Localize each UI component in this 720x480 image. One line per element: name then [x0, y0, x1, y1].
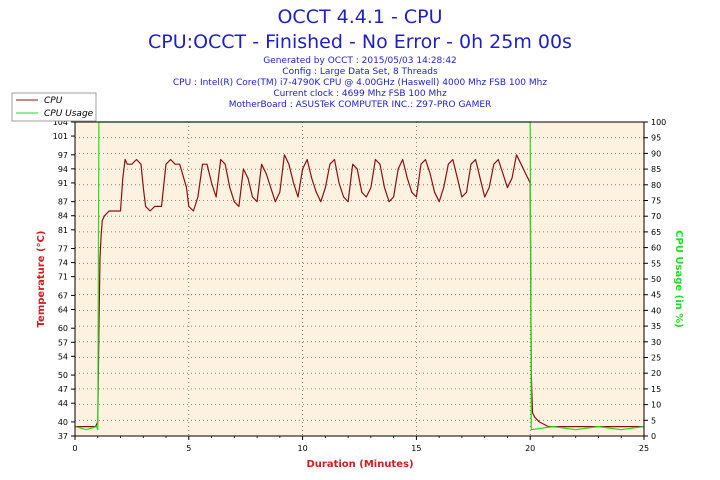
info-config: Config : Large Data Set, 8 Threads	[282, 67, 438, 77]
y-left-tick-label: 91	[58, 179, 68, 188]
y-right-tick-label: 95	[651, 134, 661, 143]
y-right-tick-label: 45	[651, 291, 661, 300]
y-left-tick-label: 84	[58, 212, 68, 221]
y-left-tick-label: 57	[58, 338, 68, 347]
y-right-tick-label: 15	[651, 385, 661, 394]
y-left-tick-label: 50	[58, 371, 68, 380]
y-right-tick-label: 40	[651, 306, 661, 315]
y-right-tick-label: 65	[651, 228, 661, 237]
y-left-tick-label: 67	[58, 291, 68, 300]
x-tick-label: 10	[298, 444, 308, 453]
x-tick-label: 5	[186, 444, 191, 453]
y-left-tick-label: 97	[58, 151, 68, 160]
y-left-tick-label: 81	[58, 226, 68, 235]
y-left-tick-label: 47	[58, 385, 68, 394]
y-right-tick-label: 35	[651, 322, 661, 331]
x-tick-label: 25	[639, 444, 649, 453]
y-right-tick-label: 30	[651, 338, 661, 347]
legend-label-cpu: CPU	[44, 96, 63, 106]
y-right-tick-label: 25	[651, 354, 661, 363]
chart-title: OCCT 4.4.1 - CPU	[277, 6, 443, 28]
info-generated: Generated by OCCT : 2015/05/03 14:28:42	[263, 56, 457, 66]
y-left-tick-label: 87	[58, 198, 68, 207]
x-tick-label: 0	[72, 444, 77, 453]
y-right-tick-label: 50	[651, 275, 661, 284]
y-right-tick-label: 70	[651, 212, 661, 221]
y-axis-label-left: Temperature (°C)	[36, 231, 47, 328]
x-axis-label: Duration (Minutes)	[306, 459, 413, 470]
y-right-tick-label: 5	[651, 416, 656, 425]
info-clock: Current clock : 4699 Mhz FSB 100 Mhz	[273, 89, 447, 99]
y-right-tick-label: 20	[651, 369, 661, 378]
x-tick-label: 15	[411, 444, 421, 453]
y-left-tick-label: 37	[58, 432, 68, 441]
legend-box	[11, 92, 97, 122]
y-left-tick-label: 40	[58, 418, 68, 427]
y-right-tick-label: 55	[651, 259, 661, 268]
y-left-tick-label: 64	[58, 305, 68, 314]
chart-subtitle: CPU:OCCT - Finished - No Error - 0h 25m …	[148, 31, 572, 53]
y-right-tick-label: 0	[651, 432, 656, 441]
y-left-tick-label: 77	[58, 245, 68, 254]
legend-label-cpu-usage: CPU Usage	[44, 109, 94, 119]
series-line-cpu-temperature	[75, 154, 644, 428]
info-cpu: CPU : Intel(R) Core(TM) i7-4790K CPU @ 4…	[172, 78, 548, 88]
y-right-tick-label: 100	[651, 118, 666, 127]
y-axis-label-right: CPU Usage (in %)	[673, 230, 684, 328]
y-right-tick-label: 85	[651, 165, 661, 174]
y-left-tick-label: 104	[53, 118, 68, 127]
y-right-tick-label: 90	[651, 149, 661, 158]
y-left-tick-label: 60	[58, 324, 68, 333]
y-left-tick-label: 71	[58, 273, 68, 282]
y-left-tick-label: 44	[58, 399, 68, 408]
y-right-tick-label: 80	[651, 181, 661, 190]
y-right-tick-label: 10	[651, 401, 661, 410]
y-right-tick-label: 60	[651, 244, 661, 253]
y-left-tick-label: 74	[58, 259, 68, 268]
legend: CPU CPU Usage	[11, 92, 97, 122]
y-left-tick-label: 94	[58, 165, 68, 174]
info-motherboard: MotherBoard : ASUSTeK COMPUTER INC.: Z97…	[228, 100, 492, 110]
x-tick-label: 20	[525, 444, 535, 453]
y-right-tick-label: 75	[651, 197, 661, 206]
y-left-tick-label: 101	[53, 132, 68, 141]
y-left-tick-label: 54	[58, 352, 68, 361]
axis-ticks: 0 5 10 15 20 25051015202530354045505560657075…	[53, 118, 667, 453]
